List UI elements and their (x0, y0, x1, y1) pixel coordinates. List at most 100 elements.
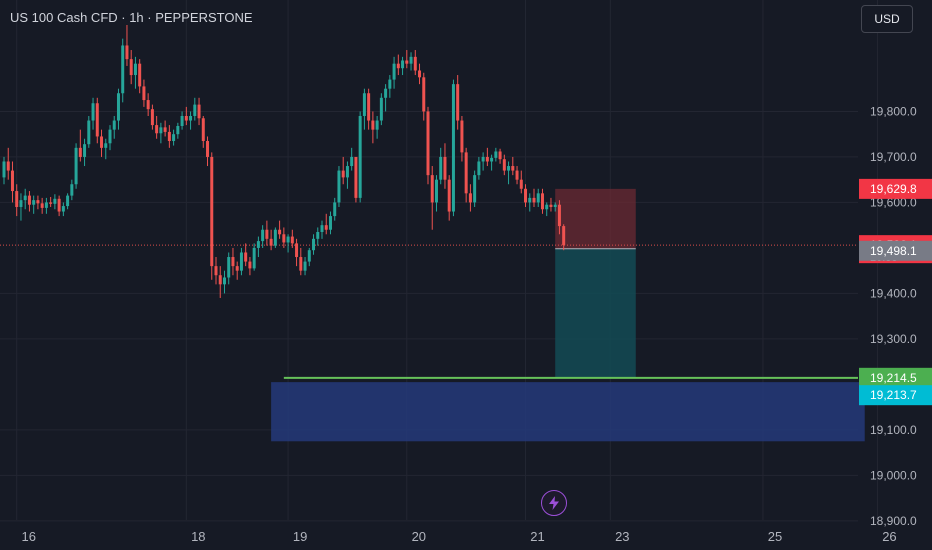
candle-body (320, 225, 324, 233)
candle-body (524, 188, 528, 203)
price-badge-cyan (859, 385, 932, 406)
price-tick-label: 19,800.0 (870, 104, 917, 118)
candle-body (10, 170, 14, 192)
currency-button[interactable]: USD (861, 5, 913, 33)
candle-body (545, 204, 549, 210)
candle-body (426, 111, 430, 176)
price-badge-green (859, 367, 932, 388)
candle-body (324, 225, 328, 230)
candle-body (354, 156, 358, 198)
candle-body (464, 152, 468, 194)
candle-body (40, 203, 44, 208)
symbol-title[interactable]: US 100 Cash CFD · 1h · PEPPERSTONE (10, 10, 253, 25)
price-tick-label: 19,300.0 (870, 332, 917, 346)
candle-body (316, 232, 320, 239)
candle-body (362, 93, 366, 116)
candle-body (61, 206, 65, 212)
candle-body (125, 45, 129, 60)
currency-label: USD (874, 12, 900, 26)
candle-body (549, 204, 553, 207)
candle-body (150, 109, 154, 126)
candle-body (201, 118, 205, 142)
candle-body (112, 120, 116, 130)
candle-body (557, 204, 561, 227)
candle-body (498, 151, 502, 160)
candle-body (6, 161, 10, 171)
candle-body (341, 170, 345, 178)
candle-body (78, 147, 82, 157)
candle-body (401, 60, 405, 69)
price-tick-label: 19,600.0 (870, 195, 917, 209)
candle-body (172, 134, 176, 142)
candle-body (540, 193, 544, 210)
candle-body (256, 241, 260, 248)
candle-body (460, 120, 464, 153)
time-tick-label: 26 (882, 529, 896, 544)
price-badge-gray (859, 240, 932, 261)
candle-body (299, 257, 303, 271)
candle-body (328, 216, 332, 230)
candle-body (337, 170, 341, 203)
candle-body (231, 257, 235, 267)
time-tick-label: 20 (412, 529, 426, 544)
candle-body (19, 200, 23, 207)
candle-body (511, 166, 515, 171)
candle-body (532, 197, 536, 203)
candle-body (345, 166, 349, 178)
candle-body (222, 277, 226, 285)
candle-body (146, 100, 150, 110)
candle-body (384, 88, 388, 98)
candle-body (57, 198, 61, 212)
candle-body (235, 266, 239, 271)
drawing-zones (0, 188, 865, 442)
candle-body (481, 156, 485, 162)
price-badge-label: 19,629.8 (870, 182, 917, 196)
time-axis[interactable]: 16 18 19 20 21 23 25 26 (21, 529, 896, 544)
candle-body (100, 136, 104, 148)
candle-body (27, 195, 31, 205)
candle-body (388, 79, 392, 89)
candle-body (473, 175, 477, 203)
candle-body (2, 161, 6, 178)
lightning-icon[interactable] (541, 490, 567, 516)
time-tick-label: 16 (21, 529, 35, 544)
candle-body (163, 127, 167, 132)
candle-body (74, 147, 78, 185)
candle-body (490, 157, 494, 162)
candle-body (44, 202, 48, 208)
candle-body (447, 179, 451, 212)
candle-body (70, 184, 74, 196)
candle-body (418, 70, 422, 78)
candle-body (295, 243, 299, 258)
candle-body (367, 93, 371, 121)
candle-body (269, 238, 273, 246)
candle-body (507, 166, 511, 171)
candle-body (265, 229, 269, 239)
candle-body (32, 200, 36, 205)
time-tick-label: 23 (615, 529, 629, 544)
price-tick-label: 19,000.0 (870, 468, 917, 482)
candle-body (108, 129, 112, 144)
candle-body (167, 131, 171, 142)
candle-body (396, 63, 400, 69)
candle-body (379, 97, 383, 121)
candle-body (434, 179, 438, 203)
candle-body (451, 84, 455, 212)
candle-body (49, 202, 53, 204)
price-axis[interactable]: 19,800.0 19,700.0 19,600.0 19,400.0 19,300.0… (859, 104, 932, 528)
candle-body (189, 115, 193, 121)
candle-body (248, 261, 252, 269)
candle-body (206, 141, 210, 157)
candle-body (91, 103, 95, 121)
demand-zone (271, 382, 865, 442)
candle-body (218, 275, 222, 285)
price-badge-red (859, 178, 932, 199)
price-tick-label: 19,400.0 (870, 286, 917, 300)
candle-body (485, 156, 489, 162)
candle-body (239, 252, 243, 271)
candle-body (477, 161, 481, 176)
candle-body (430, 175, 434, 203)
candle-body (53, 198, 57, 204)
candle-body (413, 56, 417, 71)
